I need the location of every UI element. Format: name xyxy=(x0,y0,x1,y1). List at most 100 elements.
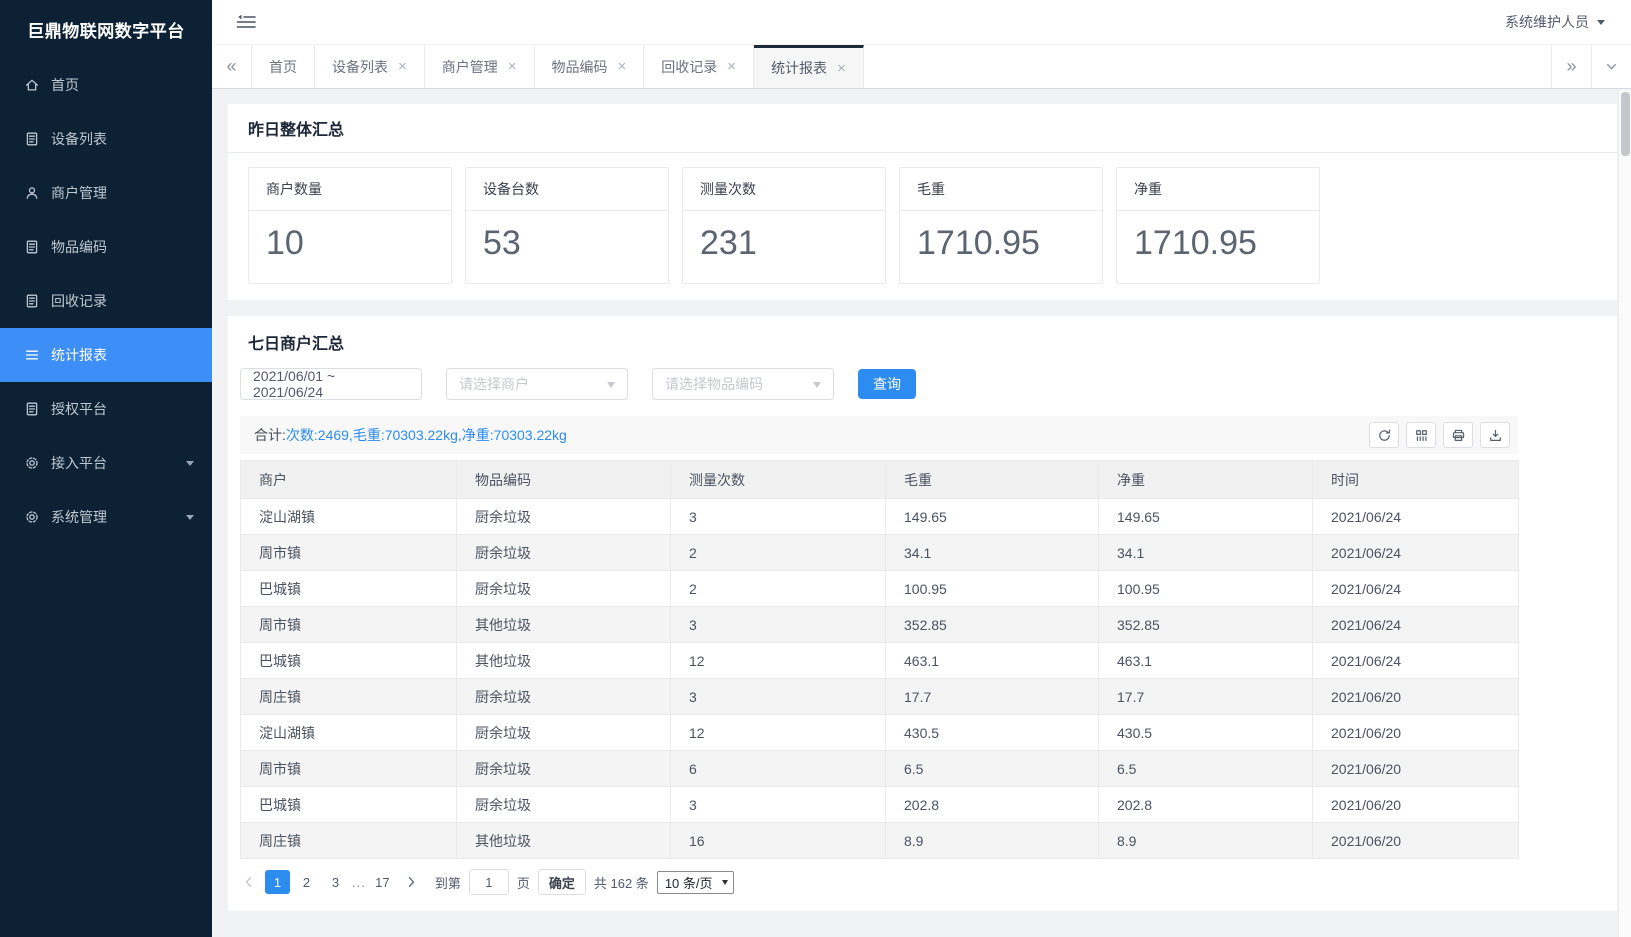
caret-down-icon xyxy=(1597,19,1605,29)
gear-icon xyxy=(26,511,38,523)
totals-label: 合计: xyxy=(254,427,286,443)
table-row[interactable]: 周市镇 厨余垃圾 2 34.1 34.1 2021/06/24 xyxy=(240,534,1519,571)
table-cell: 34.1 xyxy=(1098,534,1313,571)
table-row[interactable]: 周庄镇 其他垃圾 16 8.9 8.9 2021/06/20 xyxy=(240,822,1519,859)
printer-button[interactable] xyxy=(1443,422,1473,448)
user-menu[interactable]: 系统维护人员 xyxy=(1505,12,1605,32)
page-button-2[interactable]: 2 xyxy=(302,874,311,890)
page-size-select[interactable]: 10 条/页 xyxy=(656,870,734,894)
daily-summary-title: 昨日整体汇总 xyxy=(228,104,1617,153)
table-cell: 202.8 xyxy=(1098,786,1313,823)
table-cell: 8.9 xyxy=(1098,822,1313,859)
tab-close-icon[interactable]: × xyxy=(617,58,627,75)
table-cell: 周庄镇 xyxy=(240,678,457,715)
merchant-select[interactable]: 请选择商户 xyxy=(446,368,628,400)
table-row[interactable]: 周市镇 厨余垃圾 6 6.5 6.5 2021/06/20 xyxy=(240,750,1519,787)
stat-card-0: 商户数量 10 xyxy=(248,167,452,284)
tab-1[interactable]: 设备列表 × xyxy=(315,45,425,88)
prev-page-button[interactable] xyxy=(242,875,256,889)
item-code-select[interactable]: 请选择物品编码 xyxy=(652,368,834,400)
table-cell: 2021/06/24 xyxy=(1312,642,1519,679)
tab-4[interactable]: 回收记录 × xyxy=(644,45,755,88)
table-cell: 2021/06/24 xyxy=(1312,534,1519,571)
sidebar-item-authorized-platform[interactable]: 授权平台 xyxy=(0,382,212,436)
sidebar-item-home[interactable]: 首页 xyxy=(0,58,212,112)
table-cell: 17.7 xyxy=(885,678,1099,715)
page-button-3[interactable]: 3 xyxy=(331,874,340,890)
table-cell: 厨余垃圾 xyxy=(456,498,671,535)
doc-icon xyxy=(26,402,38,416)
tabs: 首页 设备列表 × 商户管理 × 物品编码 × 回收记录 × 统计报表 × xyxy=(252,45,864,88)
table-cell: 2021/06/20 xyxy=(1312,822,1519,859)
search-button[interactable]: 查询 xyxy=(858,369,916,399)
tab-close-icon[interactable]: × xyxy=(398,58,407,75)
tab-2[interactable]: 商户管理 × xyxy=(425,45,535,88)
sidebar-item-recycle-records[interactable]: 回收记录 xyxy=(0,274,212,328)
scrollbar-thumb[interactable] xyxy=(1620,92,1630,156)
goto-page-input[interactable] xyxy=(468,869,509,895)
table-row[interactable]: 周市镇 其他垃圾 3 352.85 352.85 2021/06/24 xyxy=(240,606,1519,643)
collapse-sidebar-icon[interactable] xyxy=(236,13,256,31)
printer-icon xyxy=(1452,429,1464,441)
goto-suffix-label: 页 xyxy=(516,875,530,891)
page-buttons: 1 2 3... 17 xyxy=(265,870,395,894)
caret-down-icon xyxy=(607,382,615,392)
table-row[interactable]: 巴城镇 厨余垃圾 3 202.8 202.8 2021/06/20 xyxy=(240,786,1519,823)
caret-down-icon xyxy=(186,514,194,524)
table-row[interactable]: 周庄镇 厨余垃圾 3 17.7 17.7 2021/06/20 xyxy=(240,678,1519,715)
tab-close-icon[interactable]: × xyxy=(727,58,737,75)
table-cell: 34.1 xyxy=(885,534,1099,571)
sidebar-item-label: 设备列表 xyxy=(51,131,107,147)
caret-down-icon xyxy=(186,460,194,470)
table-cell: 2021/06/24 xyxy=(1312,570,1519,607)
report-grid-area: 合计: 次数:2469,毛重:70303.22kg,净重:70303.22kg 商… xyxy=(240,416,1519,895)
table-cell: 12 xyxy=(670,714,886,751)
table-cell: 2 xyxy=(670,570,886,607)
report-table: 商户 物品编码 测量次数 毛重 净重 时间 淀山湖镇 厨余垃圾 3 149.65 149.65 20… xyxy=(240,460,1519,859)
table-cell: 100.95 xyxy=(1098,570,1313,607)
table-cell: 2021/06/20 xyxy=(1312,678,1519,715)
date-range-input[interactable]: 2021/06/01 ~ 2021/06/24 xyxy=(240,368,422,400)
stat-card-label: 设备台数 xyxy=(466,168,668,211)
table-row[interactable]: 淀山湖镇 厨余垃圾 3 149.65 149.65 2021/06/24 xyxy=(240,498,1519,535)
stat-card-value: 231 xyxy=(700,224,757,262)
table-row[interactable]: 淀山湖镇 厨余垃圾 12 430.5 430.5 2021/06/20 xyxy=(240,714,1519,751)
vertical-scrollbar[interactable] xyxy=(1618,90,1631,937)
table-row[interactable]: 巴城镇 其他垃圾 12 463.1 463.1 2021/06/24 xyxy=(240,642,1519,679)
tab-label: 首页 xyxy=(269,58,297,75)
page-button-17[interactable]: 17 xyxy=(375,874,390,890)
sidebar-item-system-management[interactable]: 系统管理 xyxy=(0,490,212,544)
table-cell: 周市镇 xyxy=(240,606,457,643)
sidebar-item-item-code[interactable]: 物品编码 xyxy=(0,220,212,274)
tab-5[interactable]: 统计报表 × xyxy=(754,45,864,88)
sidebar-item-access-platform[interactable]: 接入平台 xyxy=(0,436,212,490)
tab-0[interactable]: 首页 xyxy=(252,45,315,88)
tab-close-icon[interactable]: × xyxy=(507,58,517,75)
export-button[interactable] xyxy=(1480,422,1510,448)
tabs-scroll-left-button[interactable]: « xyxy=(212,45,252,88)
sidebar-item-statistics-report[interactable]: 统计报表 xyxy=(0,328,212,382)
next-page-button[interactable] xyxy=(404,875,418,889)
page-ellipsis: ... xyxy=(352,874,366,890)
sidebar-item-merchant-management[interactable]: 商户管理 xyxy=(0,166,212,220)
refresh-button[interactable] xyxy=(1369,422,1399,448)
confirm-button[interactable]: 确定 xyxy=(537,869,586,895)
tabs-scroll-right-button[interactable]: » xyxy=(1551,45,1591,88)
table-cell: 6.5 xyxy=(885,750,1099,787)
app-title: 巨鼎物联网数字平台 xyxy=(27,21,185,41)
stat-card-label: 商户数量 xyxy=(249,168,451,211)
page-button-1[interactable]: 1 xyxy=(265,870,290,894)
table-cell: 3 xyxy=(670,498,886,535)
sidebar-item-label: 回收记录 xyxy=(51,293,107,309)
tab-label: 设备列表 xyxy=(332,58,388,75)
tabs-menu-button[interactable] xyxy=(1591,45,1631,88)
columns-button[interactable] xyxy=(1406,422,1436,448)
tab-close-icon[interactable]: × xyxy=(837,59,846,77)
table-cell: 3 xyxy=(670,786,886,823)
tab-3[interactable]: 物品编码 × xyxy=(535,45,645,88)
stat-card-label: 测量次数 xyxy=(683,168,885,211)
sidebar-item-device-list[interactable]: 设备列表 xyxy=(0,112,212,166)
table-row[interactable]: 巴城镇 厨余垃圾 2 100.95 100.95 2021/06/24 xyxy=(240,570,1519,607)
table-toolbar xyxy=(1369,422,1510,448)
columns-icon xyxy=(1415,429,1427,441)
